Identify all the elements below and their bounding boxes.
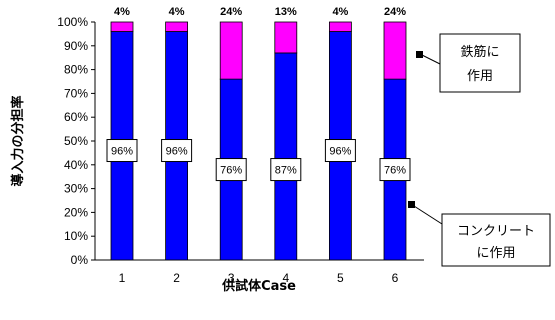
y-axis-title: 導入力の分担率 bbox=[10, 95, 26, 186]
callout-concrete-box bbox=[441, 213, 551, 267]
y-tick-label: 30% bbox=[64, 182, 88, 196]
callout-concrete-line-2: に作用 bbox=[476, 246, 515, 261]
callout-rebar-line-1: 鉄筋に bbox=[460, 44, 499, 60]
y-tick-label: 40% bbox=[64, 158, 88, 172]
data-label-box bbox=[324, 139, 356, 163]
bar-concrete-segment bbox=[274, 52, 298, 261]
data-label: 87% bbox=[275, 165, 297, 177]
y-tick-label: 20% bbox=[64, 205, 88, 219]
data-label: 96% bbox=[111, 146, 133, 158]
callout-rebar-box bbox=[439, 33, 521, 93]
bar-rebar-segment bbox=[274, 21, 298, 54]
top-label: 4% bbox=[332, 6, 348, 18]
data-label: 96% bbox=[166, 146, 188, 158]
top-label: 24% bbox=[220, 6, 242, 18]
data-label-box bbox=[106, 139, 138, 163]
callout-rebar-leader bbox=[421, 54, 441, 65]
y-axis-ticks: 0% 10% 20% 30% 40% 50% 60% 70% 80% 90% 100% bbox=[57, 15, 95, 267]
data-label-box bbox=[379, 158, 411, 182]
callout-concrete-leader bbox=[413, 205, 443, 225]
x-tick-label: 4 bbox=[282, 271, 289, 285]
data-label-box bbox=[215, 158, 247, 182]
callout-concrete: コンクリート に作用 bbox=[408, 201, 551, 267]
data-label-box bbox=[161, 139, 193, 163]
y-tick-label: 0% bbox=[71, 253, 89, 267]
top-label: 4% bbox=[114, 6, 130, 18]
callout-rebar-line-2: 作用 bbox=[467, 69, 493, 84]
x-tick-label: 2 bbox=[173, 271, 180, 285]
x-tick-label: 3 bbox=[228, 271, 235, 285]
y-tick-label: 100% bbox=[57, 15, 88, 29]
x-axis-title: 供試体Case bbox=[221, 278, 296, 294]
y-tick-label: 80% bbox=[64, 63, 88, 77]
plot-frame bbox=[94, 22, 424, 261]
x-tick-label: 5 bbox=[337, 271, 344, 285]
bars bbox=[110, 21, 407, 261]
y-tick-label: 60% bbox=[64, 110, 88, 124]
callout-rebar: 鉄筋に 作用 bbox=[416, 33, 521, 93]
bar-rebar-segment bbox=[383, 21, 407, 80]
data-label-box bbox=[270, 158, 302, 182]
callout-rebar-marker bbox=[416, 51, 423, 58]
y-tick-label: 10% bbox=[64, 229, 88, 243]
y-tick-label: 70% bbox=[64, 86, 88, 100]
bar-rebar-segment bbox=[328, 21, 352, 32]
bar-rebar-segment bbox=[165, 21, 189, 32]
bar-rebar-segment bbox=[219, 21, 243, 80]
callout-concrete-marker bbox=[408, 201, 415, 208]
top-label: 4% bbox=[169, 6, 185, 18]
top-label: 13% bbox=[275, 6, 297, 18]
x-tick-label: 6 bbox=[392, 271, 399, 285]
data-labels: 96% 96% 76% 87% 96% 76% bbox=[106, 139, 411, 182]
callout-concrete-line-1: コンクリート bbox=[457, 224, 535, 239]
data-label: 76% bbox=[220, 165, 242, 177]
y-tick-label: 50% bbox=[64, 134, 88, 148]
bar-rebar-segment bbox=[110, 21, 134, 32]
data-label: 76% bbox=[384, 165, 406, 177]
x-tick-label: 1 bbox=[119, 271, 126, 285]
y-tick-label: 90% bbox=[64, 39, 88, 53]
data-label: 96% bbox=[329, 146, 351, 158]
top-labels: 4% 4% 24% 13% 4% 24% bbox=[114, 6, 406, 18]
top-label: 24% bbox=[384, 6, 406, 18]
x-axis-ticks: 1 2 3 4 5 6 bbox=[119, 271, 399, 285]
